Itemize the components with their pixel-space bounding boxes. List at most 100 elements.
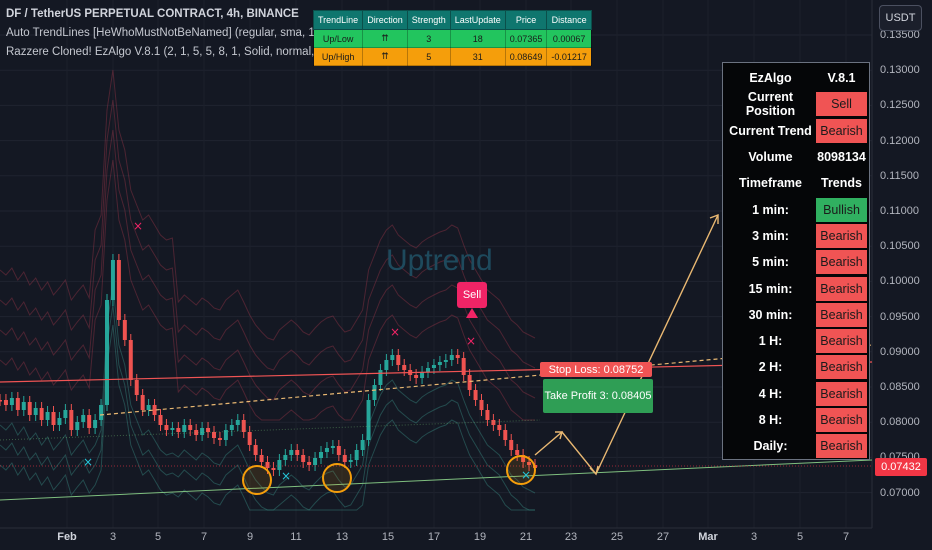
candle-body	[21, 402, 26, 410]
time-tick-label: 25	[610, 531, 624, 543]
candle-body	[527, 462, 532, 465]
ezalgo-row: 5 min: Bearish	[725, 249, 867, 275]
candle-body	[134, 380, 139, 395]
time-tick-label: 11	[290, 531, 302, 543]
time-tick-label: 15	[381, 531, 395, 543]
trendline-table-cell: 18	[449, 29, 506, 48]
candle-body	[223, 430, 228, 440]
candle-body	[330, 446, 335, 448]
candle-body	[378, 370, 383, 385]
ezalgo-row-value: Bearish	[816, 329, 867, 354]
ezalgo-row: 4 H: Bearish	[725, 381, 867, 407]
candle-body	[259, 455, 264, 462]
candle-body	[164, 425, 169, 430]
price-tick-label: 0.11000	[880, 205, 919, 217]
projection-arrowhead	[709, 213, 719, 224]
projection-arrowhead	[555, 431, 563, 440]
candle-body	[39, 408, 44, 420]
trendline-table-row: Up/Low ⇈ 3 18 0.07365 0.00067	[312, 29, 592, 48]
trendline-table-cell: ⇈	[362, 47, 408, 66]
swing-low-marker	[506, 455, 536, 485]
time-tick-label: 5	[796, 531, 804, 543]
trendline-table-cell: 0.07365	[504, 29, 548, 48]
volatility-band	[0, 159, 535, 421]
candle-body	[45, 412, 50, 420]
stop-loss-label: Stop Loss: 0.08752	[540, 362, 652, 377]
candle-body	[235, 420, 240, 425]
candle-body	[455, 355, 460, 358]
candle-body	[146, 405, 151, 410]
candle-body	[360, 440, 365, 450]
cross-marker: ×	[390, 325, 400, 339]
price-tick-label: 0.10500	[880, 240, 920, 253]
sell-arrow	[466, 308, 478, 318]
cross-marker: ×	[521, 468, 531, 482]
ezalgo-row-value: 8098134	[817, 150, 866, 165]
price-tick-label: 0.10000	[880, 275, 920, 288]
candle-body	[51, 412, 56, 425]
ezalgo-row-label: 5 min:	[752, 255, 789, 270]
sell-signal-label: Sell	[457, 282, 487, 308]
volatility-band	[0, 129, 536, 401]
candle-body	[509, 440, 514, 450]
candle-body	[354, 450, 359, 460]
ezalgo-row-label: 1 H:	[758, 334, 783, 349]
candle-body	[289, 450, 294, 455]
candle-body	[342, 455, 347, 462]
ezalgo-row: 2 H: Bearish	[725, 354, 867, 380]
trendline-table-cell: 31	[449, 47, 506, 66]
candle-body	[277, 460, 282, 470]
price-tick-label: 0.12000	[880, 134, 920, 147]
candle-body	[467, 375, 472, 390]
trendline-table-cell: 0.00067	[546, 29, 592, 48]
ezalgo-row-value: Bearish	[816, 302, 867, 327]
candle-body	[384, 360, 389, 370]
candle-body	[200, 428, 205, 435]
trendline-table: TrendLine Direction Strength LastUpdate Pric…	[312, 10, 592, 66]
ezalgo-row-label: 2 H:	[758, 360, 783, 375]
candle-body	[497, 425, 502, 430]
current-price-tag: 0.07432	[875, 458, 927, 476]
ezalgo-row: Current Position Sell	[725, 90, 867, 119]
candle-body	[188, 425, 193, 430]
candle-body	[449, 355, 454, 360]
currency-button[interactable]: USDT	[879, 5, 922, 31]
candle-body	[241, 420, 246, 432]
symbol-title[interactable]: DF / TetherUS PERPETUAL CONTRACT, 4h, BI…	[6, 8, 299, 20]
volatility-band	[0, 284, 536, 496]
price-tick-label: 0.12500	[880, 99, 920, 112]
candle-body	[57, 418, 62, 425]
price-tick-label: 0.07000	[880, 486, 920, 499]
support-trendline	[0, 459, 873, 501]
trend-watermark: Uptrend	[386, 244, 493, 277]
ezalgo-panel: EzAlgo V.8.1 Current Position Sell Current T…	[722, 62, 870, 460]
time-tick-label: 27	[656, 531, 670, 543]
candle-body	[93, 420, 98, 428]
candle-body	[521, 455, 526, 462]
ezalgo-row: Timeframe Trends	[725, 170, 867, 196]
candle-body	[307, 462, 312, 465]
ezalgo-row-value: Bearish	[816, 434, 867, 459]
ezalgo-row-label: Current Position	[745, 90, 796, 119]
candle-body	[491, 420, 496, 425]
price-tick-label: 0.08500	[880, 381, 920, 393]
trendline-dotted	[0, 419, 541, 441]
ezalgo-row: 15 min: Bearish	[725, 275, 867, 301]
trendline-table-cell: 3	[406, 29, 451, 48]
trendline-table-header: Direction	[362, 10, 408, 30]
time-tick-label: Mar	[698, 531, 718, 543]
trendline-table-cell: ⇈	[362, 29, 408, 48]
ezalgo-row: 1 min: Bullish	[725, 196, 867, 222]
time-tick-label: 19	[473, 531, 487, 543]
ezalgo-row-value: Trends	[821, 176, 862, 191]
price-axis[interactable]: 0.13500 0.13000 0.12500 0.12000 0.11500 0.110…	[872, 0, 932, 530]
candle-body	[122, 320, 127, 340]
price-tick-label: 0.09000	[880, 345, 920, 358]
candle-body	[81, 415, 86, 422]
candle-body	[140, 395, 145, 410]
candle-body	[265, 462, 270, 468]
candle-body	[437, 362, 442, 365]
candle-body	[217, 438, 222, 440]
trendline-table-cell: 0.08649	[504, 47, 548, 66]
